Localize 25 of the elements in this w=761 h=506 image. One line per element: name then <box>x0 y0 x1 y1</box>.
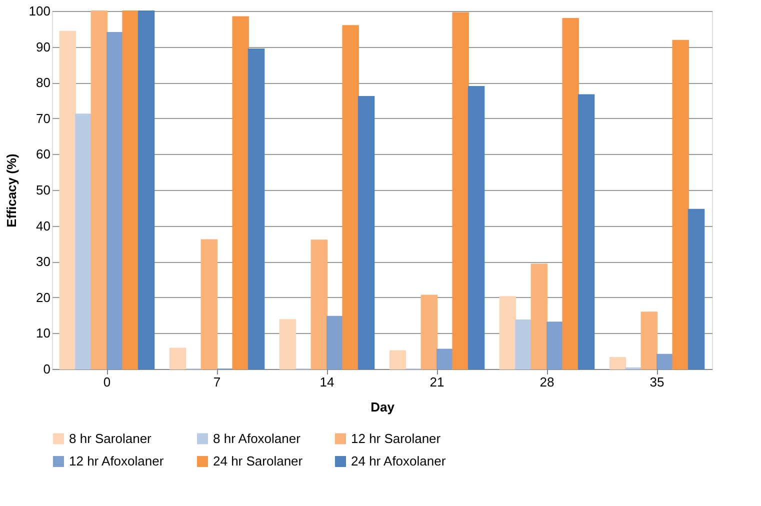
y-tick-label: 50 <box>36 182 50 198</box>
y-tick-label: 90 <box>36 39 50 54</box>
y-tick-label: 20 <box>36 290 50 305</box>
x-tick-label: 14 <box>320 374 334 390</box>
legend-label: 12 hr Afoxolaner <box>69 454 164 468</box>
legend-label: 8 hr Sarolaner <box>69 430 152 446</box>
legend-label: 24 hr Sarolaner <box>213 454 304 468</box>
x-tick-label: 7 <box>213 374 221 390</box>
x-tick-label: 21 <box>430 374 444 390</box>
y-tick-label: 80 <box>36 75 50 90</box>
y-tick-label: 40 <box>36 218 50 234</box>
y-tick-label: 100 <box>28 4 50 18</box>
y-tick-label: 70 <box>36 110 50 126</box>
y-tick-label: 10 <box>36 326 50 341</box>
legend-label: 12 hr Sarolaner <box>351 430 442 446</box>
y-tick-label: 0 <box>43 362 50 376</box>
y-axis-title: Efficacy (%) <box>4 154 19 228</box>
legend-label: 24 hr Afoxolaner <box>351 454 446 468</box>
legend-label: 8 hr Afoxolaner <box>213 430 302 446</box>
x-tick-label: 28 <box>540 374 554 390</box>
x-tick-label: 0 <box>103 374 111 390</box>
y-tick-label: 30 <box>36 254 50 270</box>
x-tick-label: 35 <box>650 374 664 390</box>
y-tick-label: 60 <box>36 146 50 162</box>
x-axis-title: Day <box>370 400 396 414</box>
